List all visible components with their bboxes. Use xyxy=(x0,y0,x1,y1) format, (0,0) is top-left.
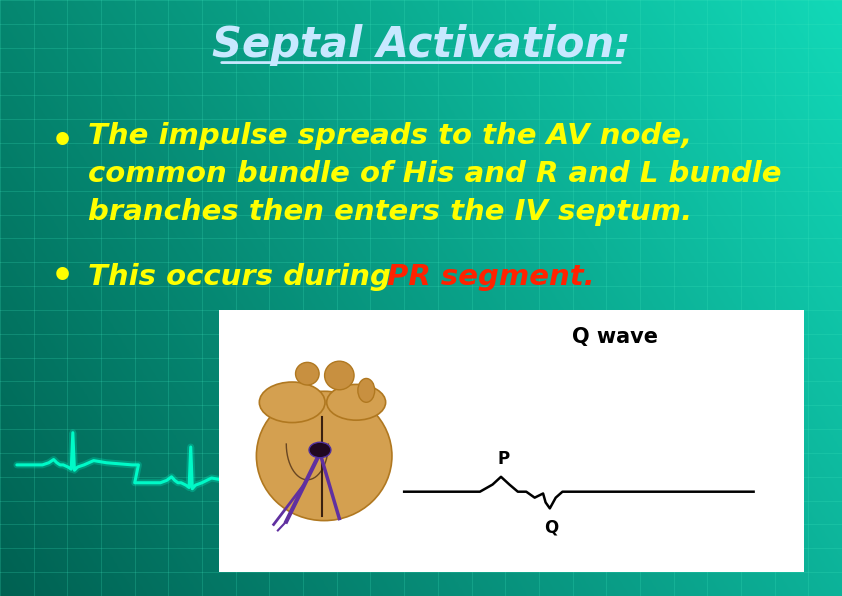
Circle shape xyxy=(309,442,331,458)
Ellipse shape xyxy=(257,392,392,521)
Text: Septal Activation:: Septal Activation: xyxy=(211,24,631,66)
Text: Q wave: Q wave xyxy=(572,327,658,347)
Text: The impulse spreads to the AV node,
common bundle of His and R and L bundle
bran: The impulse spreads to the AV node, comm… xyxy=(88,122,782,226)
Text: This occurs during: This occurs during xyxy=(88,263,402,291)
Text: P: P xyxy=(498,450,509,468)
Text: •: • xyxy=(51,125,73,159)
Ellipse shape xyxy=(325,361,354,390)
Ellipse shape xyxy=(259,382,325,423)
Ellipse shape xyxy=(327,384,386,420)
Text: •: • xyxy=(51,260,73,294)
Text: PR segment.: PR segment. xyxy=(387,263,595,291)
Text: Q: Q xyxy=(545,519,558,536)
Ellipse shape xyxy=(296,362,319,385)
Bar xyxy=(219,310,804,572)
Ellipse shape xyxy=(358,378,375,402)
